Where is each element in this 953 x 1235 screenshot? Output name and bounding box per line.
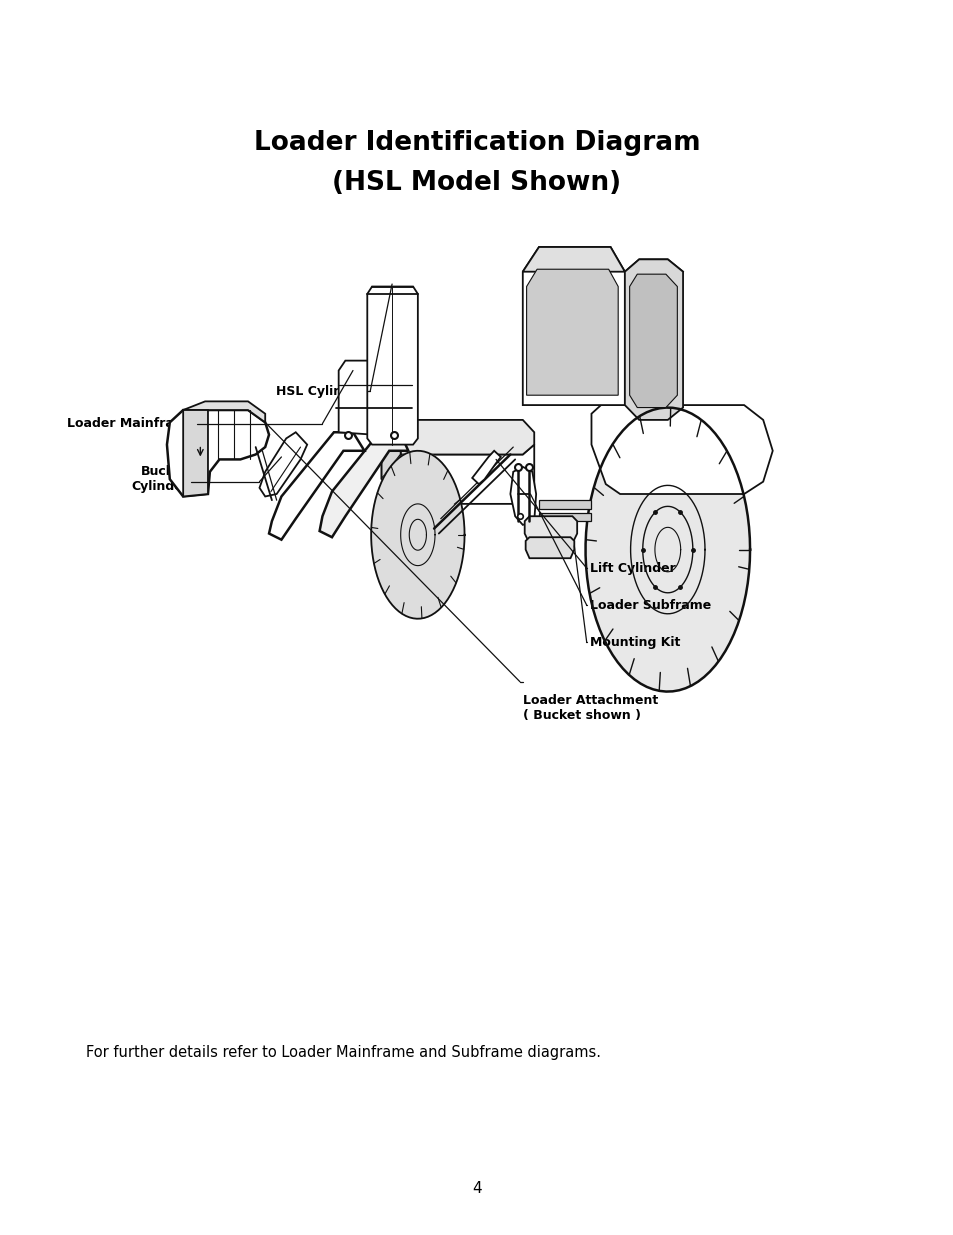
- Polygon shape: [269, 432, 364, 540]
- Polygon shape: [629, 274, 677, 408]
- Text: Loader Attachment
( Bucket shown ): Loader Attachment ( Bucket shown ): [522, 694, 658, 722]
- Polygon shape: [371, 451, 464, 619]
- Polygon shape: [376, 354, 412, 435]
- Polygon shape: [338, 361, 374, 435]
- Polygon shape: [381, 420, 400, 479]
- Text: Loader Mainframe: Loader Mainframe: [67, 417, 195, 430]
- Polygon shape: [381, 445, 534, 504]
- Text: For further details refer to Loader Mainframe and Subframe diagrams.: For further details refer to Loader Main…: [86, 1045, 600, 1060]
- Polygon shape: [319, 430, 408, 537]
- Polygon shape: [167, 410, 269, 496]
- Polygon shape: [538, 513, 591, 521]
- Polygon shape: [183, 401, 265, 422]
- Polygon shape: [522, 247, 682, 296]
- Polygon shape: [367, 287, 417, 445]
- Polygon shape: [525, 537, 574, 558]
- Polygon shape: [591, 405, 772, 494]
- Text: (HSL Model Shown): (HSL Model Shown): [332, 170, 621, 196]
- Text: Mounting Kit: Mounting Kit: [589, 636, 679, 648]
- Polygon shape: [524, 516, 577, 543]
- Text: Loader Subframe: Loader Subframe: [589, 599, 710, 611]
- Polygon shape: [183, 410, 208, 496]
- Text: Bucket
Cylinder: Bucket Cylinder: [131, 466, 189, 493]
- Polygon shape: [522, 247, 624, 405]
- Text: Lift Cylinder: Lift Cylinder: [589, 562, 675, 574]
- Polygon shape: [472, 451, 500, 484]
- Polygon shape: [510, 467, 536, 525]
- Polygon shape: [259, 432, 307, 496]
- Text: 4: 4: [472, 1181, 481, 1195]
- Polygon shape: [624, 259, 682, 420]
- Polygon shape: [400, 420, 534, 454]
- Polygon shape: [585, 408, 749, 692]
- Polygon shape: [526, 269, 618, 395]
- Text: Loader Identification Diagram: Loader Identification Diagram: [253, 130, 700, 156]
- Polygon shape: [538, 500, 591, 509]
- Text: HSL Cylinder: HSL Cylinder: [275, 385, 365, 398]
